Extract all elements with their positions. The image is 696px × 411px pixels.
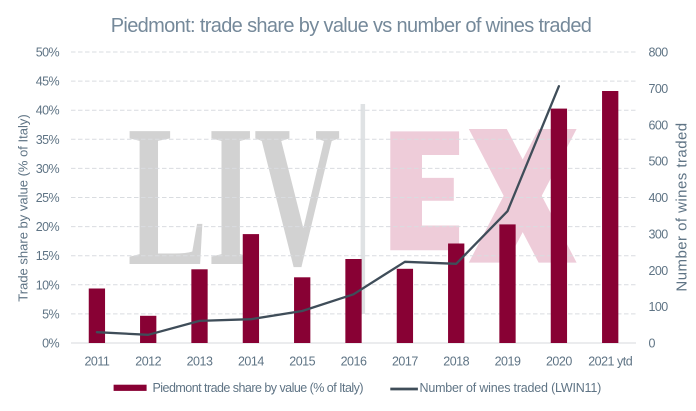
svg-text:500: 500 [649, 155, 669, 169]
svg-text:50%: 50% [36, 46, 60, 60]
svg-text:2013: 2013 [187, 355, 213, 369]
svg-text:Piedmont: trade share by value: Piedmont: trade share by value vs number… [111, 15, 592, 37]
svg-text:20%: 20% [36, 220, 60, 234]
svg-text:2020: 2020 [546, 355, 572, 369]
svg-text:0: 0 [649, 337, 656, 351]
svg-text:2021 ytd: 2021 ytd [588, 355, 633, 369]
svg-text:2019: 2019 [495, 355, 521, 369]
svg-text:2012: 2012 [135, 355, 161, 369]
svg-text:100: 100 [649, 300, 669, 314]
svg-text:Piedmont trade share by value: Piedmont trade share by value (% of Ital… [153, 381, 364, 395]
svg-text:700: 700 [649, 82, 669, 96]
svg-text:0%: 0% [42, 337, 59, 351]
svg-text:Trade share by value (% of Ita: Trade share by value (% of Italy) [16, 114, 31, 301]
svg-text:Number of wines traded (LWIN11: Number of wines traded (LWIN11) [420, 381, 602, 395]
svg-text:LIV: LIV [128, 84, 341, 309]
svg-text:400: 400 [649, 191, 669, 205]
svg-text:300: 300 [649, 227, 669, 241]
svg-text:2016: 2016 [341, 355, 367, 369]
svg-text:5%: 5% [42, 307, 59, 321]
svg-text:15%: 15% [36, 249, 60, 263]
svg-text:800: 800 [649, 46, 669, 60]
svg-text:40%: 40% [36, 104, 60, 118]
svg-text:600: 600 [649, 118, 669, 132]
svg-text:30%: 30% [36, 162, 60, 176]
svg-text:2014: 2014 [238, 355, 264, 369]
svg-text:45%: 45% [36, 75, 60, 89]
svg-text:2011: 2011 [84, 355, 109, 369]
svg-text:25%: 25% [36, 191, 60, 205]
svg-text:Number of wines traded: Number of wines traded [674, 122, 691, 291]
svg-text:2015: 2015 [289, 355, 315, 369]
svg-text:10%: 10% [36, 278, 60, 292]
svg-text:2018: 2018 [443, 355, 469, 369]
svg-text:35%: 35% [36, 133, 60, 147]
svg-text:200: 200 [649, 264, 669, 278]
svg-text:2017: 2017 [392, 355, 418, 369]
